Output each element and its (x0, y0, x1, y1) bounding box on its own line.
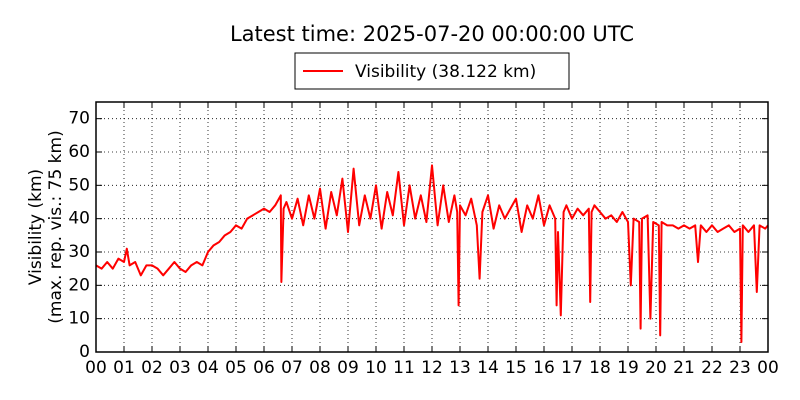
x-tick-label: 21 (673, 358, 695, 378)
y-tick-label: 20 (68, 275, 90, 295)
y-label-line: Visibility (km) (26, 169, 46, 285)
series-line (95, 164, 769, 343)
x-tick-label: 19 (617, 358, 639, 378)
x-tick-label: 07 (281, 358, 303, 378)
x-tick-label: 13 (449, 358, 471, 378)
x-tick-label: 10 (365, 358, 387, 378)
y-tick-label: 50 (68, 175, 90, 195)
x-tick-label: 08 (309, 358, 331, 378)
chart-title: Latest time: 2025-07-20 00:00:00 UTC (230, 22, 634, 46)
x-tick-label: 23 (729, 358, 751, 378)
y-tick-label: 30 (68, 242, 90, 262)
x-tick-label: 12 (421, 358, 443, 378)
x-tick-label: 02 (141, 358, 163, 378)
x-tick-label: 03 (169, 358, 191, 378)
x-tick-label: 15 (505, 358, 527, 378)
x-tick-label: 00 (757, 358, 779, 378)
legend-label: Visibility (38.122 km) (355, 62, 536, 82)
x-tick-label: 09 (337, 358, 359, 378)
x-tick-label: 17 (561, 358, 583, 378)
y-label-line: (max. rep. vis.: 75 km) (46, 130, 66, 323)
x-tick-label: 22 (701, 358, 723, 378)
x-tick-label: 11 (393, 358, 415, 378)
x-tick-label: 01 (113, 358, 135, 378)
y-label: Visibility (km) (max. rep. vis.: 75 km) (26, 130, 66, 323)
x-tick-label: 16 (533, 358, 555, 378)
plot-frame (95, 101, 769, 353)
x-tick-label: 14 (477, 358, 499, 378)
y-tick-label: 0 (79, 342, 90, 362)
y-tick-label: 70 (68, 109, 90, 129)
x-tick-label: 00 (85, 358, 107, 378)
x-tick-label: 06 (253, 358, 275, 378)
x-tick-label: 05 (225, 358, 247, 378)
y-tick-label: 40 (68, 209, 90, 229)
y-tick-label: 60 (68, 142, 90, 162)
x-tick-label: 20 (645, 358, 667, 378)
x-tick-label: 04 (197, 358, 219, 378)
y-tick-label: 10 (68, 309, 90, 329)
x-tick-label: 18 (589, 358, 611, 378)
